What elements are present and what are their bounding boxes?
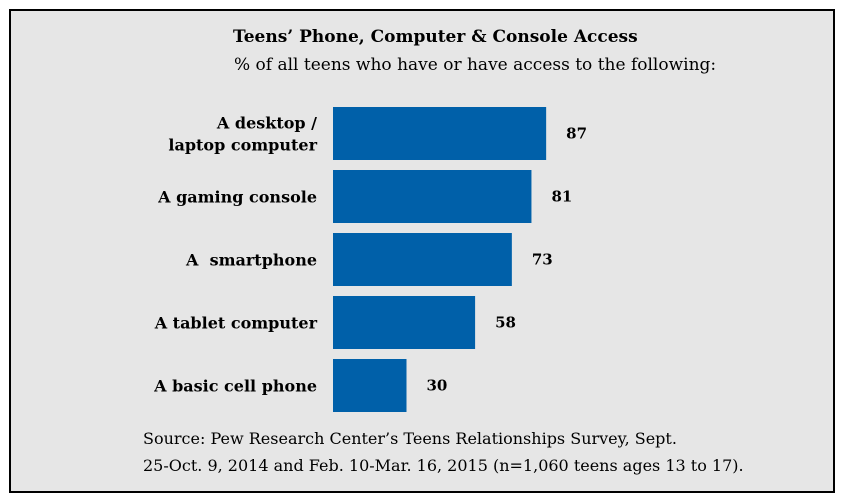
category-label: A gaming console	[157, 188, 317, 207]
bar	[333, 170, 532, 223]
bar	[333, 233, 512, 286]
bar-value-label: 81	[551, 188, 572, 206]
bar	[333, 107, 547, 160]
source-line-1: Source: Pew Research Center’s Teens Rela…	[143, 429, 677, 448]
bar-value-label: 30	[427, 377, 448, 395]
chart-frame: Teens’ Phone, Computer & Console Access …	[9, 9, 835, 493]
bar	[333, 296, 476, 349]
bar	[333, 359, 407, 412]
category-label: A basic cell phone	[153, 377, 317, 396]
bar-value-label: 73	[532, 251, 553, 269]
bar-chart: 87 A desktop / laptop computer 81 A gaming c…	[153, 107, 587, 412]
source-line-2: 25-Oct. 9, 2014 and Feb. 10-Mar. 16, 201…	[143, 456, 744, 475]
category-label: A desktop /	[216, 114, 317, 133]
category-label: A tablet computer	[154, 314, 318, 333]
bar-value-label: 87	[566, 125, 587, 143]
chart-subtitle: % of all teens who have or have access t…	[234, 55, 717, 75]
chart-title: Teens’ Phone, Computer & Console Access	[233, 27, 638, 47]
category-label: A smartphone	[185, 251, 317, 270]
source-note: Source: Pew Research Center’s Teens Rela…	[143, 425, 823, 479]
category-label: laptop computer	[168, 136, 317, 155]
bar-value-label: 58	[495, 314, 516, 332]
